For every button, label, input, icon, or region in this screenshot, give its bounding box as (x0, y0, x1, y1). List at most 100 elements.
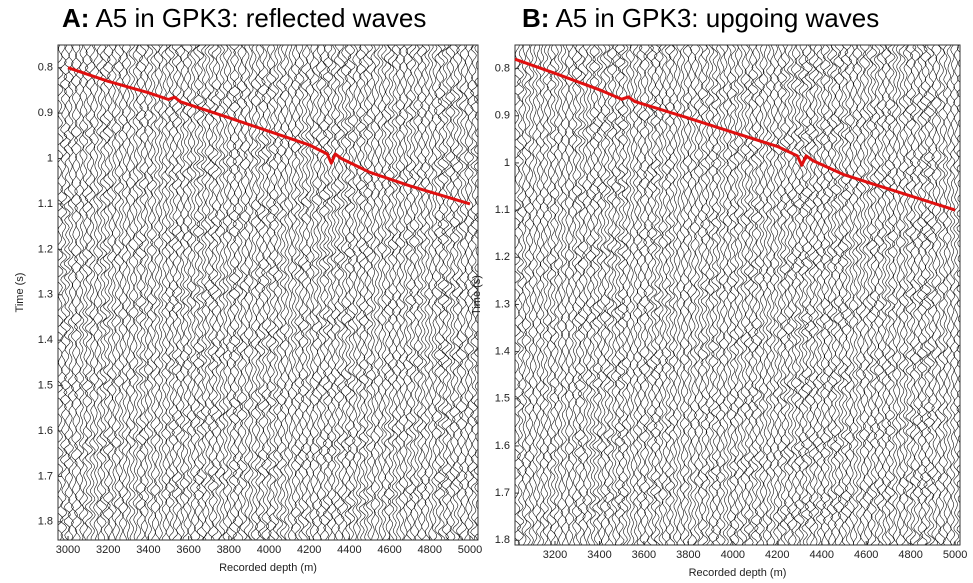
wiggle-trace (549, 45, 557, 545)
x-tick-label: 4800 (898, 549, 922, 561)
wiggle-trace (869, 45, 878, 545)
wiggle-trace (524, 45, 532, 545)
wiggle-trace (687, 45, 693, 545)
wiggle-trace (355, 45, 362, 540)
wiggle-trace (820, 45, 826, 545)
wiggle-trace (693, 45, 701, 545)
y-tick-label: 1.3 (495, 298, 510, 310)
wiggle-trace (884, 45, 892, 545)
wiggle-trace (265, 45, 272, 540)
wiggle-trace (765, 45, 773, 545)
wiggle-trace (179, 45, 186, 540)
wiggle-trace (106, 45, 114, 540)
wiggle-trace (78, 45, 85, 540)
wiggle-trace (464, 45, 470, 540)
wiggle-trace (881, 45, 888, 545)
wiggle-trace (150, 45, 157, 540)
wiggle-trace (887, 45, 896, 545)
wiggle-trace (829, 45, 838, 545)
wiggle-trace (743, 45, 752, 545)
wiggle-trace (916, 45, 924, 545)
wiggle-trace (614, 45, 622, 545)
wiggle-trace (779, 45, 788, 545)
wiggle-trace (59, 45, 68, 540)
wiggle-trace (146, 45, 154, 540)
wiggle-trace (515, 45, 521, 545)
wiggle-trace (243, 45, 251, 540)
wiggle-trace (344, 45, 352, 540)
wiggle-trace (287, 45, 294, 540)
wiggle-trace (664, 45, 672, 545)
wiggle-trace (539, 45, 545, 545)
wiggle-trace (790, 45, 798, 545)
wiggle-trace (926, 45, 936, 545)
wiggle-trace (808, 45, 817, 545)
y-tick-label: 1.2 (495, 251, 510, 263)
x-tick-label: 4200 (765, 549, 789, 561)
wiggle-trace (772, 45, 780, 545)
x-tick-label: 4400 (810, 549, 834, 561)
wiggle-trace (564, 45, 570, 545)
y-tick-label: 1.8 (495, 534, 510, 546)
wiggle-trace (898, 45, 906, 545)
wiggle-trace (114, 45, 122, 540)
wiggle-trace (638, 45, 648, 545)
wiggle-trace (610, 45, 618, 545)
wiggle-trace (383, 45, 392, 540)
wiggle-trace (754, 45, 763, 545)
wiggle-trace (352, 45, 359, 540)
wiggle-trace (168, 45, 176, 540)
wiggle-trace (445, 45, 453, 540)
wiggle-trace (643, 45, 650, 545)
wiggle-trace (798, 45, 805, 545)
wiggle-trace (815, 45, 824, 545)
y-tick-label: 1 (47, 152, 53, 164)
wiggle-trace (521, 45, 527, 545)
wiggle-trace (668, 45, 676, 545)
y-tick-label: 0.9 (495, 110, 510, 122)
wiggle-trace (340, 45, 349, 540)
wiggle-trace (226, 45, 233, 540)
wiggle-trace (710, 45, 720, 545)
wiggle-trace (125, 45, 131, 540)
wiggle-trace (840, 45, 849, 545)
wiggle-trace (546, 45, 553, 545)
wiggle-trace (398, 45, 406, 540)
x-tick-label: 4600 (377, 544, 401, 556)
wiggle-trace (895, 45, 902, 545)
wiggle-trace (577, 45, 586, 545)
wiggle-trace (67, 45, 74, 540)
wiggle-trace (228, 45, 238, 540)
wiggle-trace (758, 45, 765, 545)
wiggle-trace (937, 45, 946, 545)
wiggle-trace (532, 45, 538, 545)
wiggle-panel (58, 45, 478, 540)
wiggle-trace (934, 45, 942, 545)
wiggle-trace (733, 45, 740, 545)
wiggle-trace (892, 45, 898, 545)
wiggle-trace (158, 45, 164, 540)
y-tick-label: 1.6 (38, 425, 53, 437)
wiggle-trace (305, 45, 312, 540)
wiggle-trace (855, 45, 862, 545)
x-axis-label: Recorded depth (m) (689, 567, 787, 579)
panel-letter: B: (522, 3, 549, 33)
y-tick-label: 1.7 (495, 487, 510, 499)
y-tick-label: 1.5 (38, 380, 53, 392)
wiggle-trace (121, 45, 129, 540)
wiggle-trace (300, 45, 309, 540)
wiggle-trace (953, 45, 960, 545)
wiggle-trace (876, 45, 885, 545)
wiggle-trace (804, 45, 813, 545)
wiggle-trace (726, 45, 733, 545)
wiggle-trace (84, 45, 93, 540)
wiggle-trace (93, 45, 99, 540)
wiggle-trace (347, 45, 356, 540)
wiggle-trace (153, 45, 161, 540)
wiggle-trace (859, 45, 867, 545)
wiggle-trace (636, 45, 643, 545)
y-tick-label: 0.8 (495, 62, 510, 74)
wiggle-trace (658, 45, 664, 545)
y-tick-label: 1.6 (495, 440, 510, 452)
